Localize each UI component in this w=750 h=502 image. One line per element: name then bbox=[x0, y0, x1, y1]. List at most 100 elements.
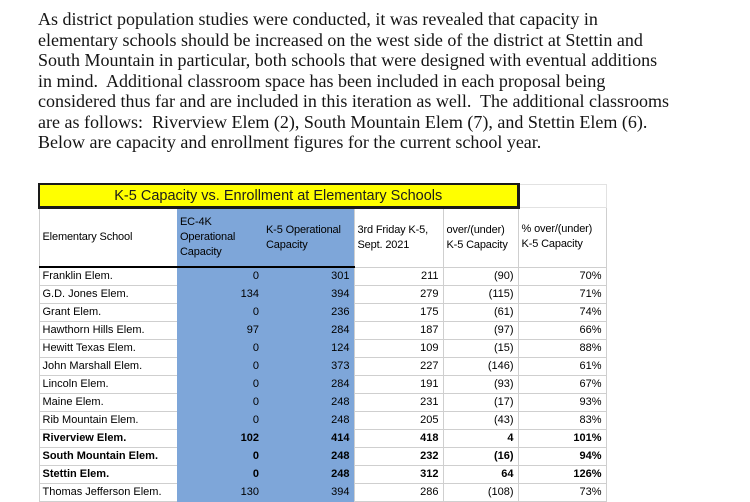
over-under-cell: 4 bbox=[443, 429, 519, 448]
over-under-cell: (90) bbox=[443, 267, 519, 286]
column-header-school: Elementary School bbox=[38, 207, 177, 268]
pct-over-under-cell: 61% bbox=[518, 357, 607, 376]
school-name-cell: Franklin Elem. bbox=[38, 267, 177, 286]
k5-capacity-cell: 236 bbox=[263, 303, 355, 322]
ec4k-capacity-cell: 0 bbox=[177, 465, 263, 484]
pct-over-under-cell: 71% bbox=[518, 285, 607, 304]
k5-capacity-cell: 284 bbox=[263, 321, 355, 340]
over-under-cell: (115) bbox=[443, 285, 519, 304]
enrollment-cell: 418 bbox=[354, 429, 444, 448]
k5-capacity-cell: 284 bbox=[263, 375, 355, 394]
ec4k-capacity-cell: 0 bbox=[177, 303, 263, 322]
ec4k-capacity-cell: 134 bbox=[177, 285, 263, 304]
enrollment-cell: 231 bbox=[354, 393, 444, 412]
column-header-ec4k-capacity: EC-4K Operational Capacity bbox=[177, 207, 263, 268]
over-under-cell: (43) bbox=[443, 411, 519, 430]
ec4k-capacity-cell: 97 bbox=[177, 321, 263, 340]
table-row: G.D. Jones Elem. 134 394 279 (115) 71% bbox=[38, 285, 607, 304]
k5-capacity-cell: 248 bbox=[263, 447, 355, 466]
over-under-cell: (16) bbox=[443, 447, 519, 466]
paragraph-line: South Mountain in particular, both schoo… bbox=[38, 50, 658, 70]
ec4k-capacity-cell: 0 bbox=[177, 267, 263, 286]
paragraph-line: elementary schools should be increased o… bbox=[38, 29, 643, 50]
over-under-cell: 64 bbox=[443, 465, 519, 484]
enrollment-cell: 227 bbox=[354, 357, 444, 376]
table-header-row: Elementary School EC-4K Operational Capa… bbox=[38, 207, 607, 268]
table-title: K-5 Capacity vs. Enrollment at Elementar… bbox=[37, 183, 520, 209]
enrollment-cell: 187 bbox=[354, 321, 444, 340]
school-name-cell: South Mountain Elem. bbox=[38, 447, 177, 466]
ec4k-capacity-cell: 0 bbox=[177, 357, 263, 376]
pct-over-under-cell: 66% bbox=[518, 321, 607, 340]
over-under-cell: (17) bbox=[443, 393, 519, 412]
over-under-cell: (93) bbox=[443, 375, 519, 394]
pct-over-under-cell: 83% bbox=[518, 411, 607, 430]
school-name-cell: John Marshall Elem. bbox=[38, 357, 177, 376]
k5-capacity-cell: 301 bbox=[263, 267, 355, 286]
pct-over-under-cell: 101% bbox=[518, 429, 607, 448]
k5-capacity-cell: 394 bbox=[263, 285, 355, 304]
school-name-cell: Grant Elem. bbox=[38, 303, 177, 322]
k5-capacity-cell: 373 bbox=[263, 357, 355, 376]
table-row: South Mountain Elem. 0 248 232 (16) 94% bbox=[38, 447, 607, 466]
enrollment-cell: 191 bbox=[354, 375, 444, 394]
enrollment-cell: 109 bbox=[354, 339, 444, 358]
over-under-cell: (61) bbox=[443, 303, 519, 322]
k5-capacity-cell: 414 bbox=[263, 429, 355, 448]
enrollment-cell: 286 bbox=[354, 483, 444, 502]
pct-over-under-cell: 70% bbox=[518, 267, 607, 286]
school-name-cell: Stettin Elem. bbox=[38, 465, 177, 484]
pct-over-under-cell: 67% bbox=[518, 375, 607, 394]
paragraph-line: As district population studies were cond… bbox=[38, 9, 598, 29]
table-row: Thomas Jefferson Elem. 130 394 286 (108) 73% bbox=[38, 483, 607, 502]
k5-capacity-cell: 394 bbox=[263, 483, 355, 502]
enrollment-cell: 279 bbox=[354, 285, 444, 304]
school-name-cell: Hewitt Texas Elem. bbox=[38, 339, 177, 358]
table-body: Franklin Elem. 0 301 211 (90) 70% G.D. Jones E… bbox=[38, 267, 607, 502]
enrollment-cell: 232 bbox=[354, 447, 444, 466]
pct-over-under-cell: 94% bbox=[518, 447, 607, 466]
table-row: Hawthorn Hills Elem. 97 284 187 (97) 66% bbox=[38, 321, 607, 340]
enrollment-cell: 211 bbox=[354, 267, 444, 286]
table-row: John Marshall Elem. 0 373 227 (146) 61% bbox=[38, 357, 607, 376]
table-row: Grant Elem. 0 236 175 (61) 74% bbox=[38, 303, 607, 322]
k5-capacity-cell: 248 bbox=[263, 393, 355, 412]
ec4k-capacity-cell: 102 bbox=[177, 429, 263, 448]
table-row: Hewitt Texas Elem. 0 124 109 (15) 88% bbox=[38, 339, 607, 358]
document-page: { "intro": { "lines": [ "As district pop… bbox=[37, 9, 738, 502]
title-gap-cell bbox=[517, 183, 607, 208]
k5-capacity-cell: 248 bbox=[263, 465, 355, 484]
paragraph-line: Below are capacity and enrollment figure… bbox=[38, 132, 542, 152]
ec4k-capacity-cell: 130 bbox=[177, 483, 263, 502]
k5-capacity-cell: 248 bbox=[263, 411, 355, 430]
paragraph-line: are as follows: Riverview Elem (2), Sout… bbox=[38, 111, 648, 132]
capacity-enrollment-table: K-5 Capacity vs. Enrollment at Elementar… bbox=[37, 183, 607, 502]
paragraph-line: considered thus far and are included in … bbox=[38, 91, 669, 111]
table-row: Rib Mountain Elem. 0 248 205 (43) 83% bbox=[38, 411, 607, 430]
column-header-over-under: over/(under) K-5 Capacity bbox=[443, 207, 519, 268]
pct-over-under-cell: 73% bbox=[518, 483, 607, 502]
column-header-pct-over-under: % over/(under) K-5 Capacity bbox=[518, 207, 607, 268]
k5-capacity-cell: 124 bbox=[263, 339, 355, 358]
table-row: Maine Elem. 0 248 231 (17) 93% bbox=[38, 393, 607, 412]
table-row: Lincoln Elem. 0 284 191 (93) 67% bbox=[38, 375, 607, 394]
over-under-cell: (108) bbox=[443, 483, 519, 502]
intro-paragraph: As district population studies were cond… bbox=[38, 9, 738, 153]
column-header-3rd-friday: 3rd Friday K-5, Sept. 2021 bbox=[354, 207, 444, 268]
ec4k-capacity-cell: 0 bbox=[177, 393, 263, 412]
school-name-cell: G.D. Jones Elem. bbox=[38, 285, 177, 304]
paragraph-line: in mind. Additional classroom space has … bbox=[38, 70, 606, 91]
school-name-cell: Riverview Elem. bbox=[38, 429, 177, 448]
school-name-cell: Maine Elem. bbox=[38, 393, 177, 412]
ec4k-capacity-cell: 0 bbox=[177, 411, 263, 430]
ec4k-capacity-cell: 0 bbox=[177, 375, 263, 394]
school-name-cell: Thomas Jefferson Elem. bbox=[38, 483, 177, 502]
column-header-k5-capacity: K-5 Operational Capacity bbox=[263, 207, 355, 268]
over-under-cell: (97) bbox=[443, 321, 519, 340]
over-under-cell: (15) bbox=[443, 339, 519, 358]
table-row: Franklin Elem. 0 301 211 (90) 70% bbox=[38, 267, 607, 286]
pct-over-under-cell: 74% bbox=[518, 303, 607, 322]
ec4k-capacity-cell: 0 bbox=[177, 339, 263, 358]
pct-over-under-cell: 88% bbox=[518, 339, 607, 358]
enrollment-cell: 312 bbox=[354, 465, 444, 484]
